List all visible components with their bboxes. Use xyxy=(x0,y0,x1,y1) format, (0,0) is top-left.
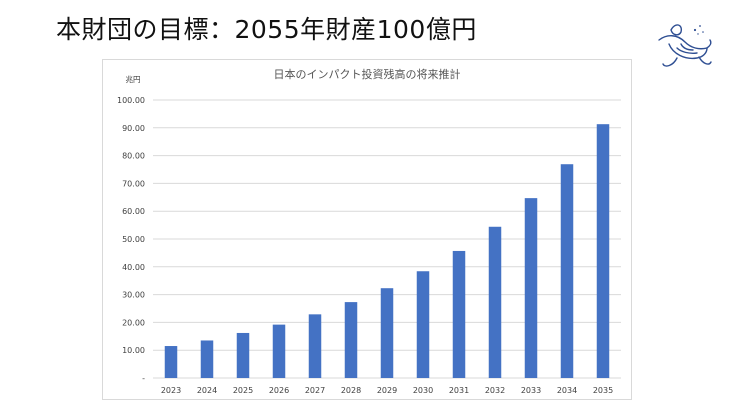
y-tick-label: 50.00 xyxy=(122,235,145,244)
y-tick-label: 90.00 xyxy=(122,124,145,133)
bar xyxy=(308,314,322,378)
chart-title: 日本のインパクト投資残高の将来推計 xyxy=(274,67,461,81)
bar xyxy=(344,302,358,378)
chart-area: 日本のインパクト投資残高の将来推計 兆円 - 10.00 20.00 30.00 40.… xyxy=(102,59,632,400)
y-tick-label: 30.00 xyxy=(122,291,145,300)
bar-chart: 日本のインパクト投資残高の将来推計 兆円 - 10.00 20.00 30.00 40.… xyxy=(117,67,621,395)
x-tick-label: 2025 xyxy=(233,386,253,395)
x-tick-label: 2024 xyxy=(197,386,217,395)
bar xyxy=(200,340,214,378)
y-tick-label: 20.00 xyxy=(122,318,145,327)
x-tick-label: 2029 xyxy=(377,386,397,395)
bar xyxy=(560,164,574,378)
sea-turtle-icon xyxy=(658,24,712,67)
y-axis-unit-label: 兆円 xyxy=(126,74,141,84)
x-tick-label: 2030 xyxy=(413,386,433,395)
y-tick-label: 70.00 xyxy=(122,179,145,188)
bar xyxy=(236,332,250,378)
x-tick-label: 2027 xyxy=(305,386,325,395)
bar xyxy=(164,346,178,378)
x-tick-label: 2026 xyxy=(269,386,289,395)
y-tick-label: 100.00 xyxy=(117,96,145,105)
y-tick-label: - xyxy=(142,374,145,383)
y-tick-label: 40.00 xyxy=(122,263,145,272)
x-tick-label: 2035 xyxy=(593,386,613,395)
x-tick-label: 2033 xyxy=(521,386,541,395)
y-tick-label: 60.00 xyxy=(122,207,145,216)
slide-title: 本財団の目標：2055年財産100億円 xyxy=(56,15,477,44)
x-tick-label: 2034 xyxy=(557,386,577,395)
bar xyxy=(488,226,502,378)
bar xyxy=(596,124,610,378)
y-tick-label: 10.00 xyxy=(122,346,145,355)
sea-turtle-logo xyxy=(655,20,713,72)
x-tick-label: 2023 xyxy=(161,386,181,395)
bar xyxy=(380,288,394,378)
x-tick-label: 2032 xyxy=(485,386,505,395)
bar xyxy=(272,324,286,378)
bar xyxy=(416,271,430,378)
x-tick-label: 2028 xyxy=(341,386,361,395)
bar xyxy=(524,198,538,378)
y-tick-label: 80.00 xyxy=(122,152,145,161)
bar xyxy=(452,250,466,378)
x-tick-label: 2031 xyxy=(449,386,469,395)
